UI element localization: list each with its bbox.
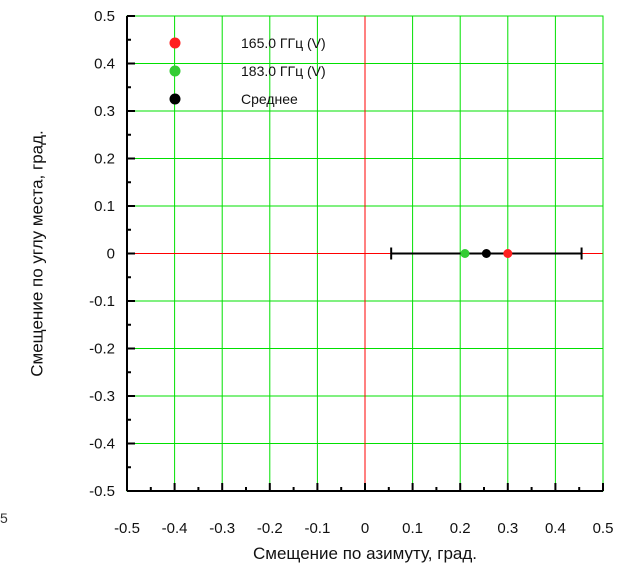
y-tick-label: 0.3	[94, 103, 115, 120]
data-marks	[390, 247, 583, 260]
x-tick-label: 0	[361, 520, 369, 537]
y-tick-label: 0	[107, 246, 115, 263]
x-tick-label: -0.2	[257, 520, 283, 537]
data-point	[503, 249, 513, 258]
x-tick-label: 0.5	[593, 520, 614, 537]
ticks	[126, 15, 604, 492]
y-tick-label: 0.5	[94, 8, 115, 25]
x-tick-label: -0.3	[209, 520, 235, 537]
legend: 165.0 ГГц (V) 183.0 ГГц (V) Среднее	[169, 35, 326, 107]
x-tick-label: 0.2	[450, 520, 471, 537]
x-tick-label: -0.5	[114, 520, 140, 537]
x-axis-title: Смещение по азимуту, град.	[253, 544, 477, 563]
tick-labels: -0.5 -0.4 -0.3 -0.2 -0.1 0 0.1 0.2 0.3 0.4 0.5 0.5 0…	[89, 8, 613, 537]
legend-label: Среднее	[241, 91, 298, 107]
y-tick-label: 0.4	[94, 56, 115, 73]
y-tick-label: -0.1	[89, 293, 115, 310]
x-tick-label: 0.1	[402, 520, 423, 537]
stray-tick-fragment: 5	[0, 510, 8, 526]
y-tick-label: -0.2	[89, 341, 115, 358]
y-tick-label: -0.3	[89, 388, 115, 405]
data-point	[460, 249, 470, 258]
x-tick-label: -0.4	[162, 520, 188, 537]
y-tick-label: -0.5	[89, 483, 115, 500]
legend-marker	[169, 65, 181, 77]
legend-marker	[169, 37, 181, 49]
x-tick-label: 0.4	[545, 520, 566, 537]
data-point	[481, 249, 491, 258]
x-tick-label: 0.3	[497, 520, 518, 537]
x-tick-label: -0.1	[304, 520, 330, 537]
y-tick-label: -0.4	[89, 436, 115, 453]
legend-label: 165.0 ГГц (V)	[241, 35, 326, 51]
y-axis-title: Смещение по углу места, град.	[27, 130, 46, 376]
legend-marker	[169, 93, 181, 105]
y-tick-label: 0.1	[94, 198, 115, 215]
legend-label: 183.0 ГГц (V)	[241, 63, 326, 79]
y-tick-label: 0.2	[94, 151, 115, 168]
